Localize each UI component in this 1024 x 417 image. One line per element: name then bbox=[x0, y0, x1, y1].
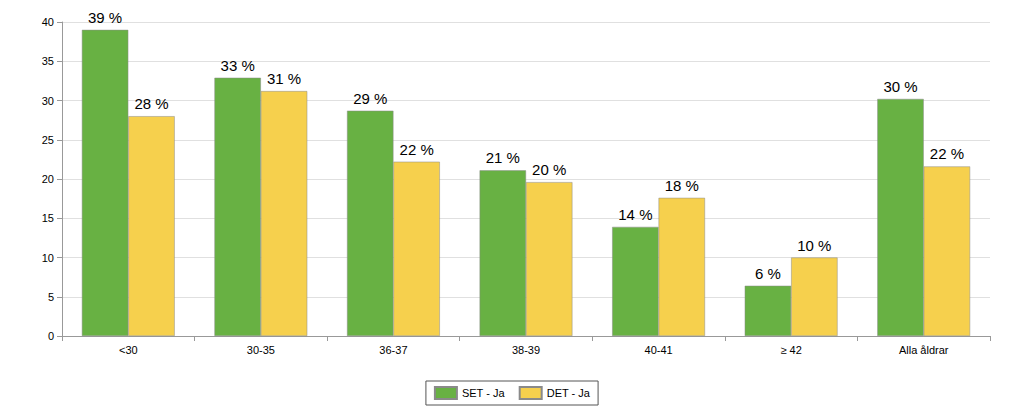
svg-text:20 %: 20 % bbox=[532, 161, 566, 178]
svg-text:SET - Ja: SET - Ja bbox=[462, 387, 505, 399]
svg-text:≥ 42: ≥ 42 bbox=[780, 344, 801, 356]
svg-text:36-37: 36-37 bbox=[379, 344, 407, 356]
svg-text:31 %: 31 % bbox=[267, 70, 301, 87]
svg-text:39 %: 39 % bbox=[88, 9, 122, 26]
svg-text:28 %: 28 % bbox=[134, 95, 168, 112]
svg-text:22 %: 22 % bbox=[930, 145, 964, 162]
svg-text:30: 30 bbox=[42, 95, 54, 107]
svg-text:33 %: 33 % bbox=[221, 57, 255, 74]
svg-text:29 %: 29 % bbox=[353, 90, 387, 107]
svg-text:40-41: 40-41 bbox=[645, 344, 673, 356]
svg-text:5: 5 bbox=[48, 291, 54, 303]
svg-text:10 %: 10 % bbox=[797, 237, 831, 254]
svg-text:6 %: 6 % bbox=[755, 265, 781, 282]
svg-text:14 %: 14 % bbox=[618, 206, 652, 223]
svg-text:35: 35 bbox=[42, 55, 54, 67]
svg-text:18 %: 18 % bbox=[665, 177, 699, 194]
svg-text:38-39: 38-39 bbox=[512, 344, 540, 356]
svg-text:<30: <30 bbox=[119, 344, 138, 356]
svg-text:10: 10 bbox=[42, 252, 54, 264]
svg-text:21 %: 21 % bbox=[486, 149, 520, 166]
svg-text:25: 25 bbox=[42, 134, 54, 146]
svg-text:Alla åldrar: Alla åldrar bbox=[899, 344, 949, 356]
svg-text:40: 40 bbox=[42, 16, 54, 28]
svg-text:30-35: 30-35 bbox=[247, 344, 275, 356]
svg-text:22 %: 22 % bbox=[400, 141, 434, 158]
svg-text:15: 15 bbox=[42, 212, 54, 224]
svg-text:30 %: 30 % bbox=[883, 78, 917, 95]
svg-text:20: 20 bbox=[42, 173, 54, 185]
svg-text:DET - Ja: DET - Ja bbox=[547, 387, 591, 399]
svg-text:0: 0 bbox=[48, 330, 54, 342]
